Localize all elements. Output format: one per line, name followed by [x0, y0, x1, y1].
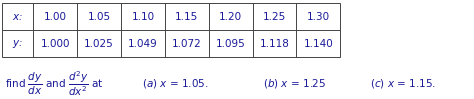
Text: 1.30: 1.30	[307, 12, 330, 22]
Text: 1.049: 1.049	[128, 39, 158, 49]
Text: 1.095: 1.095	[216, 39, 246, 49]
Text: $(a)$ $x$ = 1.05.: $(a)$ $x$ = 1.05.	[142, 77, 209, 90]
Text: $y$:: $y$:	[12, 38, 23, 50]
Text: 1.05: 1.05	[87, 12, 110, 22]
Text: 1.20: 1.20	[219, 12, 242, 22]
Text: $(b)$ $x$ = 1.25: $(b)$ $x$ = 1.25	[263, 77, 326, 90]
Text: $(c)$ $x$ = 1.15.: $(c)$ $x$ = 1.15.	[370, 77, 436, 90]
Text: 1.118: 1.118	[260, 39, 290, 49]
Text: 1.140: 1.140	[303, 39, 333, 49]
Text: 1.000: 1.000	[40, 39, 70, 49]
Text: 1.072: 1.072	[172, 39, 201, 49]
Text: $x$:: $x$:	[12, 12, 23, 22]
Text: 1.10: 1.10	[131, 12, 155, 22]
Text: find $\dfrac{dy}{dx}$ and $\dfrac{d^2y}{dx^2}$ at: find $\dfrac{dy}{dx}$ and $\dfrac{d^2y}{…	[5, 69, 103, 98]
Text: 1.025: 1.025	[84, 39, 114, 49]
Text: 1.25: 1.25	[263, 12, 286, 22]
Text: 1.15: 1.15	[175, 12, 199, 22]
Bar	[2, 3, 340, 57]
Text: 1.00: 1.00	[44, 12, 67, 22]
